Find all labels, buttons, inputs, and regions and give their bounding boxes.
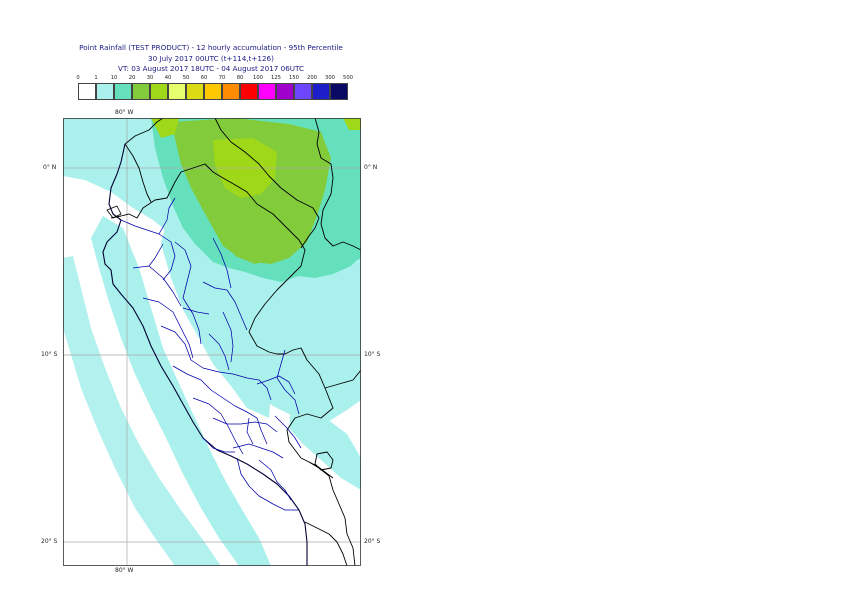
rain-field-light-sierra — [161, 218, 271, 418]
admin-border-18 — [208, 333, 230, 371]
legend-swatch — [258, 83, 276, 100]
lat-label-right-0: 0° N — [364, 164, 378, 171]
graticule — [63, 118, 361, 566]
admin-borders — [120, 197, 302, 511]
lat-label-right-10s: 10° S — [364, 351, 381, 358]
country-border-peru-ecuador — [110, 163, 334, 479]
country-border-brazil — [324, 369, 361, 389]
admin-border-21 — [246, 417, 254, 445]
admin-border-5 — [142, 297, 194, 359]
base-time: 30 July 2017 00UTC (t+114,t+126) — [148, 54, 274, 63]
rain-field-light-west-edge — [63, 328, 175, 566]
admin-border-11 — [236, 457, 299, 511]
legend-swatch — [168, 83, 186, 100]
rain-field-light-ocean-inner — [91, 216, 271, 566]
lon-label-bottom: 80° W — [115, 567, 134, 574]
rain-field-intense-ne — [343, 118, 361, 130]
borders — [102, 118, 361, 566]
legend-threshold-label: 60 — [200, 75, 208, 81]
legend-swatch — [204, 83, 222, 100]
legend-swatch — [78, 83, 96, 100]
coastline — [102, 143, 308, 566]
country-border-colombia-brazil — [314, 118, 361, 251]
country-border-colombia-peru — [214, 118, 320, 249]
legend-threshold-label: 300 — [325, 75, 335, 81]
lake-titicaca — [314, 451, 334, 471]
country-border-chile — [304, 521, 348, 566]
rain-field-light-southeast — [289, 406, 361, 490]
admin-border-8 — [192, 397, 244, 455]
admin-border-17 — [222, 311, 234, 363]
legend-threshold-label: 80 — [236, 75, 244, 81]
admin-border-10 — [232, 443, 284, 459]
legend-threshold-label: 200 — [307, 75, 317, 81]
chart-title: Point Rainfall (TEST PRODUCT) - 12 hourl… — [79, 43, 343, 52]
admin-border-3 — [174, 241, 202, 345]
legend-threshold-label: 125 — [271, 75, 281, 81]
legend-threshold-label: 150 — [289, 75, 299, 81]
ecuador-border-north — [124, 143, 152, 203]
country-border-ecuador-colombia — [124, 118, 164, 145]
legend-threshold-label: 0 — [76, 75, 80, 81]
legend-threshold-label: 40 — [164, 75, 172, 81]
legend-swatch — [312, 83, 330, 100]
legend-threshold-label: 1 — [94, 75, 98, 81]
lat-label-right-20s: 20° S — [364, 538, 381, 545]
legend-threshold-label: 500 — [343, 75, 353, 81]
legend-swatch — [240, 83, 258, 100]
admin-border-1 — [120, 219, 176, 281]
admin-border-15 — [258, 459, 292, 501]
admin-border-4 — [132, 265, 182, 307]
legend-threshold-label: 100 — [253, 75, 263, 81]
legend-threshold-label: 20 — [128, 75, 136, 81]
legend-threshold-label: 30 — [146, 75, 154, 81]
legend-swatch — [132, 83, 150, 100]
lat-label-left-20s: 20° S — [41, 538, 58, 545]
admin-border-23 — [212, 237, 232, 289]
legend-swatch — [276, 83, 294, 100]
legend-threshold-label: 50 — [182, 75, 190, 81]
admin-border-19 — [148, 243, 164, 267]
admin-border-20 — [202, 437, 235, 453]
legend-swatch — [150, 83, 168, 100]
admin-border-16 — [202, 281, 248, 331]
lat-label-left-0: 0° N — [43, 164, 57, 171]
valid-time: VT: 03 August 2017 18UTC - 04 August 201… — [117, 64, 305, 73]
lat-label-left-10s: 10° S — [41, 351, 58, 358]
admin-border-2 — [158, 197, 176, 235]
rainfall-map — [63, 118, 361, 566]
legend-swatch — [330, 83, 348, 100]
rain-field-heavy-east — [223, 226, 285, 264]
map-frame: 80° W 80° W 0° N 10° S 20° S 0° N 10° S … — [41, 109, 380, 574]
legend-swatch — [96, 83, 114, 100]
lon-label-top: 80° W — [115, 109, 134, 116]
map-border — [63, 118, 361, 566]
admin-border-12 — [276, 349, 300, 415]
country-border-bolivia — [308, 461, 356, 566]
admin-border-14 — [274, 415, 302, 449]
legend-threshold-label: 70 — [218, 75, 226, 81]
legend-swatch — [186, 83, 204, 100]
legend-swatch — [114, 83, 132, 100]
legend-swatch — [222, 83, 240, 100]
admin-border-22 — [182, 307, 210, 315]
legend-threshold-label: 10 — [110, 75, 118, 81]
admin-border-7 — [172, 365, 268, 445]
rain-field-intense-north — [151, 118, 179, 138]
gulf-guayaquil-island — [106, 205, 122, 219]
admin-border-13 — [256, 375, 296, 395]
legend-swatch — [294, 83, 312, 100]
